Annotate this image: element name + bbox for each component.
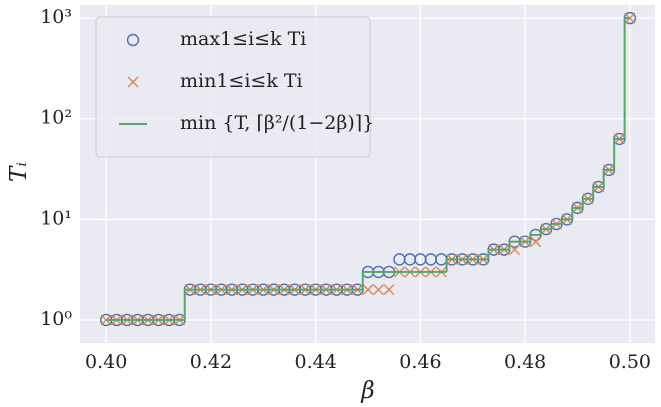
x-tick-label: 0.42 [190, 351, 232, 373]
marker [530, 236, 542, 248]
x-tick-label: 0.48 [504, 351, 546, 373]
y-axis-label: Tᵢ [6, 162, 32, 182]
legend-label: min {T, ⌈β²/(1−2β)⌉} [180, 112, 374, 134]
y-tick-label: 10³ [40, 6, 72, 28]
x-tick-label: 0.50 [609, 351, 651, 373]
legend-label: min1≤i≤k Ti [180, 70, 303, 92]
y-tick-label: 10⁰ [40, 308, 72, 330]
y-tick-label: 10¹ [40, 207, 72, 229]
y-tick-label: 10² [40, 107, 72, 129]
marker [362, 284, 374, 296]
x-tick-label: 0.40 [85, 351, 127, 373]
legend-box [95, 16, 371, 158]
marker [383, 284, 395, 296]
legend-label: max1≤i≤k Ti [180, 28, 306, 50]
x-tick-label: 0.46 [399, 351, 441, 373]
x-axis-label: β [360, 378, 374, 404]
marker [126, 33, 140, 47]
marker [373, 284, 384, 296]
x-tick-label: 0.44 [294, 351, 336, 373]
marker [127, 76, 139, 88]
marker [509, 244, 521, 256]
